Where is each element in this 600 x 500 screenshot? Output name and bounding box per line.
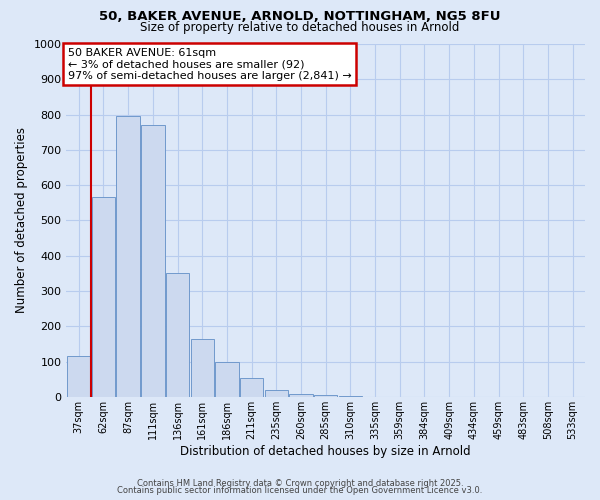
Bar <box>116 116 140 397</box>
Bar <box>67 356 91 397</box>
Bar <box>166 274 189 397</box>
Bar <box>141 125 164 397</box>
Bar <box>314 395 337 397</box>
Text: Size of property relative to detached houses in Arnold: Size of property relative to detached ho… <box>140 21 460 34</box>
X-axis label: Distribution of detached houses by size in Arnold: Distribution of detached houses by size … <box>181 444 471 458</box>
Y-axis label: Number of detached properties: Number of detached properties <box>15 128 28 314</box>
Bar <box>215 362 239 397</box>
Text: 50, BAKER AVENUE, ARNOLD, NOTTINGHAM, NG5 8FU: 50, BAKER AVENUE, ARNOLD, NOTTINGHAM, NG… <box>99 10 501 23</box>
Text: Contains public sector information licensed under the Open Government Licence v3: Contains public sector information licen… <box>118 486 482 495</box>
Bar <box>191 338 214 397</box>
Bar <box>92 198 115 397</box>
Bar <box>289 394 313 397</box>
Bar <box>265 390 288 397</box>
Bar <box>240 378 263 397</box>
Text: Contains HM Land Registry data © Crown copyright and database right 2025.: Contains HM Land Registry data © Crown c… <box>137 478 463 488</box>
Text: 50 BAKER AVENUE: 61sqm
← 3% of detached houses are smaller (92)
97% of semi-deta: 50 BAKER AVENUE: 61sqm ← 3% of detached … <box>68 48 352 80</box>
